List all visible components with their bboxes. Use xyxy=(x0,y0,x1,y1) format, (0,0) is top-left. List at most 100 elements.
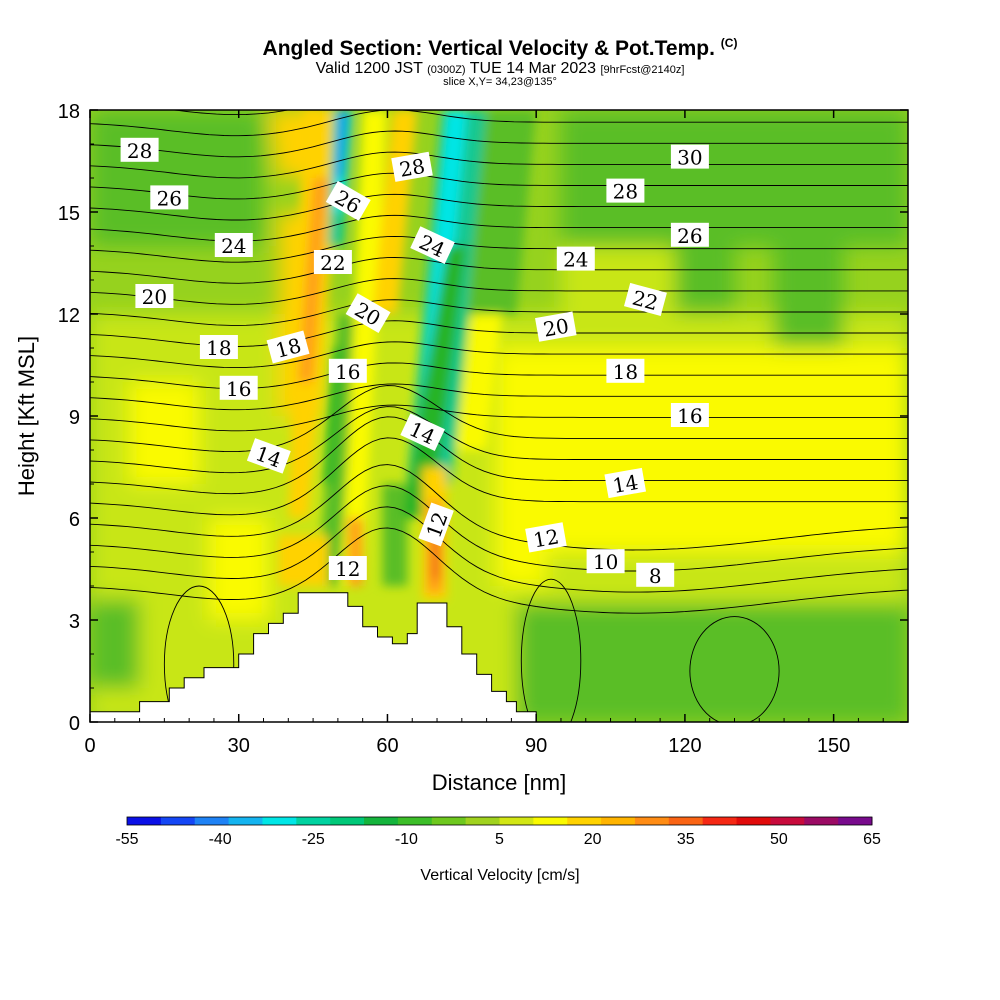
isentrope-label-text: 14 xyxy=(611,470,640,498)
isentrope-21 xyxy=(90,299,908,326)
isentrope-label-box xyxy=(606,178,645,203)
isentrope-22 xyxy=(90,278,908,305)
isentrope-27 xyxy=(90,172,908,200)
isentrope-label: 16 xyxy=(670,403,709,428)
isentrope-14 xyxy=(90,406,908,474)
isentrope-label-box xyxy=(135,284,174,308)
colorbar-swatch xyxy=(567,817,602,825)
isentrope-17 xyxy=(90,383,908,411)
isentrope-label: 22 xyxy=(624,282,667,316)
isentrope-24 xyxy=(90,235,908,263)
isentrope-label-box xyxy=(120,137,159,162)
x-tick-label: 90 xyxy=(525,735,547,757)
isentrope-30 xyxy=(90,110,908,137)
field-region-7 xyxy=(774,110,844,348)
isentrope-label-text: 10 xyxy=(593,550,618,574)
isentrope-label: 14 xyxy=(604,467,647,499)
isentrope-label-text: 22 xyxy=(320,251,345,275)
isentrope-29 xyxy=(90,130,908,158)
isentrope-label-box xyxy=(328,556,367,580)
colorbar-tick-label: 65 xyxy=(863,831,881,848)
colorbar-tick-label: -55 xyxy=(115,831,138,848)
colorbar-swatch xyxy=(127,817,162,825)
y-tick-label: 0 xyxy=(69,713,80,735)
isentrope-label-box xyxy=(586,549,625,574)
isentrope-label-text: 12 xyxy=(531,524,560,552)
isentrope-label-text: 20 xyxy=(541,314,570,342)
isentrope-label: 24 xyxy=(410,226,455,264)
isentrope-label-box xyxy=(670,144,709,169)
colorbar-swatch xyxy=(330,817,365,825)
isentrope-label-box xyxy=(624,282,667,316)
isentrope-9 xyxy=(90,506,908,593)
y-tick-label: 15 xyxy=(58,203,80,225)
isentrope-label-text: 18 xyxy=(206,336,231,360)
colorbar-swatch xyxy=(228,817,263,825)
isentrope-26 xyxy=(90,193,908,221)
field-region-5 xyxy=(90,599,140,688)
colorbar-tick-label: 20 xyxy=(584,831,602,848)
isentrope-label-text: 16 xyxy=(677,404,702,428)
isentrope-label-text: 28 xyxy=(613,180,638,204)
chart-title-text: Angled Section: Vertical Velocity & Pot.… xyxy=(262,37,715,60)
colorbar-swatch xyxy=(397,817,433,825)
isentrope-label: 16 xyxy=(328,358,367,384)
isentrope-label-box xyxy=(535,311,577,342)
x-tick-label: 150 xyxy=(817,735,850,757)
chart-title-tag: (C) xyxy=(720,36,738,50)
colorbar-swatch xyxy=(736,817,771,825)
isentrope-label: 20 xyxy=(135,284,174,309)
y-axis-label: Height [Kft MSL] xyxy=(14,336,39,496)
low-contour-0 xyxy=(163,585,235,722)
vertical-velocity-field xyxy=(90,110,908,722)
isentrope-label-box xyxy=(214,233,253,257)
field-region-6 xyxy=(674,110,735,314)
field-band-13 xyxy=(402,246,467,518)
isentrope-16 xyxy=(90,404,908,432)
isentrope-label-text: 24 xyxy=(563,248,588,272)
isentrope-label-box xyxy=(328,358,367,383)
isentrope-label-box xyxy=(325,181,371,221)
isentrope-label-text: 8 xyxy=(649,564,662,588)
isentrope-label-box xyxy=(391,151,433,182)
isentrope-label: 10 xyxy=(586,549,625,574)
field-band-18 xyxy=(466,110,537,314)
x-axis: 0 30 60 90 120 150 xyxy=(84,110,884,757)
colorbar-frame xyxy=(126,816,873,826)
colorbar-swatch xyxy=(668,817,704,825)
pot-temp-contours xyxy=(90,110,908,722)
isentrope-label-text: 20 xyxy=(142,285,167,309)
colorbar-swatch xyxy=(702,817,738,825)
colorbar-label: Vertical Velocity [cm/s] xyxy=(420,867,579,884)
colorbar: -55 -40 -25 -10 5 20 35 50 65 xyxy=(115,816,881,848)
isentrope-11 xyxy=(90,464,908,551)
colorbar-swatch xyxy=(601,817,636,825)
isentrope-label: 18 xyxy=(199,335,238,360)
field-region-10 xyxy=(208,518,269,620)
colorbar-swatch xyxy=(431,817,467,825)
isentrope-label: 24 xyxy=(556,246,595,272)
colorbar-tick-label: 5 xyxy=(495,831,504,848)
isentrope-28 xyxy=(90,151,908,179)
isentrope-label: 28 xyxy=(606,178,645,204)
isentrope-label-box xyxy=(604,467,647,499)
isentrope-label-text: 24 xyxy=(221,234,246,258)
isentrope-label-text: 26 xyxy=(157,186,182,210)
field-band-10 xyxy=(382,484,408,586)
x-axis-label: Distance [nm] xyxy=(432,770,567,795)
isentrope-label-text: 30 xyxy=(677,146,702,170)
valid-prefix: Valid 1200 JST xyxy=(315,60,423,77)
chart-subtitle: Valid 1200 JST (0300Z) TUE 14 Mar 2023 [… xyxy=(0,60,1000,78)
colorbar-tick-label: -40 xyxy=(209,831,232,848)
field-region-1 xyxy=(496,348,908,586)
isentrope-10 xyxy=(90,485,908,572)
y-tick-label: 3 xyxy=(69,611,80,633)
colorbar-swatch xyxy=(160,817,196,825)
isentrope-label: 20 xyxy=(535,311,577,342)
isentrope-label: 24 xyxy=(214,233,253,258)
isentrope-label: 30 xyxy=(670,144,709,170)
colorbar-tick-label: -10 xyxy=(395,831,418,848)
valid-utc: (0300Z) xyxy=(427,64,466,76)
isentrope-8 xyxy=(90,527,908,614)
